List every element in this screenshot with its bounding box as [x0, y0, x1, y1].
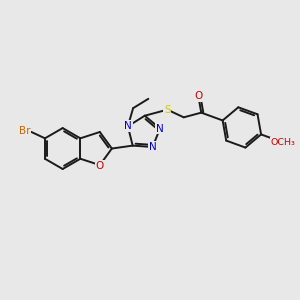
- Text: Br: Br: [19, 126, 31, 136]
- Text: N: N: [149, 142, 156, 152]
- Text: N: N: [124, 121, 132, 131]
- Text: S: S: [164, 105, 171, 115]
- Text: O: O: [96, 161, 104, 171]
- Text: O: O: [195, 92, 203, 101]
- Text: OCH₃: OCH₃: [271, 138, 296, 147]
- Text: N: N: [156, 124, 164, 134]
